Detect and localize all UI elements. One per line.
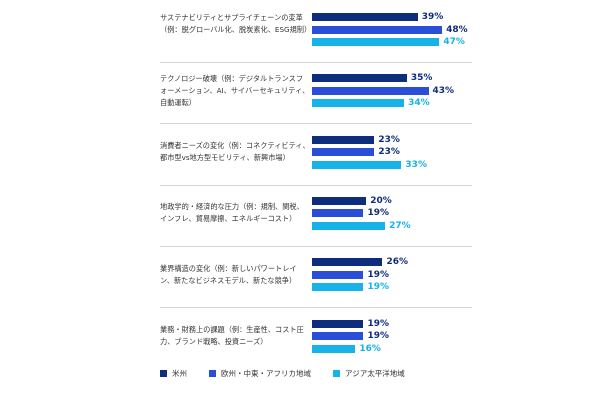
bar <box>312 319 364 328</box>
data-label: 33% <box>405 159 427 170</box>
bar <box>312 99 405 108</box>
bar <box>312 13 418 21</box>
category-label: 業務・財務上の課題（例：生産性、コスト圧力、ブランド戦略、投資ニーズ） <box>160 325 304 346</box>
separator <box>160 62 472 63</box>
legend-swatch <box>333 370 340 377</box>
bar <box>312 344 356 353</box>
separator <box>160 123 472 125</box>
legend-swatch <box>209 370 216 377</box>
bar <box>312 86 429 95</box>
data-label: 43% <box>432 85 455 96</box>
data-label: 34% <box>408 98 430 109</box>
legend: 米州 欧州・中東・アフリカ地域 アジア太平洋地域 <box>160 368 405 379</box>
data-label: 19% <box>367 269 390 280</box>
data-label: 23% <box>378 134 400 145</box>
legend-label: アジア太平洋地域 <box>345 369 405 378</box>
data-label: 48% <box>446 24 468 35</box>
category-label: サステナビリティとサプライチェーンの変革（例：脱グローバル化、脱炭素化、ESG規… <box>160 12 312 34</box>
separator <box>160 184 472 186</box>
category-label: 消費者ニーズの変化（例：コネクティビティ、都市型vs地方型モビリティ、新興市場） <box>160 141 310 163</box>
data-label: 26% <box>386 257 408 268</box>
data-label: 19% <box>367 208 390 219</box>
bar <box>312 38 440 46</box>
data-label: 23% <box>378 147 400 158</box>
data-label: 19% <box>367 282 390 293</box>
data-label: 19% <box>367 331 390 341</box>
data-label: 27% <box>389 220 411 231</box>
category-label: 業界構造の変化（例：新しいパワートレイン、新たなビジネスモデル、新たな競争） <box>160 263 297 285</box>
separator <box>160 245 472 247</box>
bar <box>312 25 443 34</box>
legend-swatch <box>160 370 167 377</box>
data-label: 19% <box>367 318 390 329</box>
bar <box>312 270 364 279</box>
bar <box>312 221 386 230</box>
data-label: 39% <box>421 12 444 22</box>
bar <box>312 135 375 144</box>
legend-label: 欧州・中東・アフリカ地域 <box>221 369 311 378</box>
separator <box>160 307 472 309</box>
legend-item: 欧州・中東・アフリカ地域 <box>209 368 311 379</box>
category-label: 地政学的・経済的な圧力（例：規制、関税、インフレ、貿易摩擦、エネルギーコスト） <box>160 202 304 224</box>
data-label: 20% <box>370 195 392 206</box>
data-label: 16% <box>359 343 381 354</box>
bar <box>312 258 383 267</box>
legend-item: 米州 <box>160 368 187 379</box>
data-label: 47% <box>443 37 465 47</box>
category-label: テクノロジー破壊（例：デジタルトランスフォーメーション、AI、サイバーセキュリテ… <box>160 73 310 107</box>
bar <box>312 283 364 292</box>
bar <box>312 332 364 340</box>
legend-item: アジア太平洋地域 <box>333 368 405 379</box>
legend-label: 米州 <box>172 369 187 378</box>
bar <box>312 196 367 205</box>
bar <box>312 160 402 169</box>
bar <box>312 148 375 157</box>
bar <box>312 209 364 218</box>
bar <box>312 74 407 83</box>
data-label: 35% <box>410 73 433 84</box>
